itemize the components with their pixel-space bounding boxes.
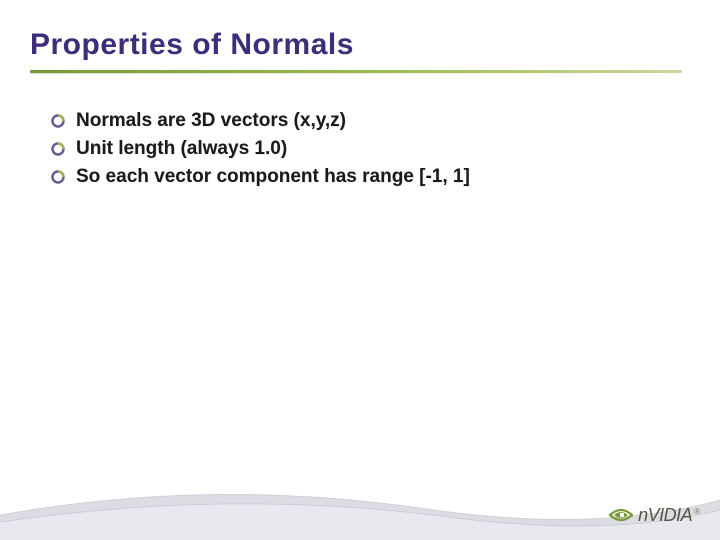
- bullet-item: Unit length (always 1.0): [50, 138, 670, 160]
- content-area: Normals are 3D vectors (x,y,z) Unit leng…: [0, 74, 720, 188]
- bullet-item: So each vector component has range [-1, …: [50, 166, 670, 188]
- bullet-text: Unit length (always 1.0): [76, 138, 287, 160]
- logo-text: nVIDIA: [638, 505, 692, 526]
- slide-title: Properties of Normals: [30, 28, 690, 62]
- bullet-text: So each vector component has range [-1, …: [76, 166, 470, 188]
- bullet-icon: [50, 113, 66, 129]
- nvidia-logo: nVIDIA ®: [608, 504, 700, 526]
- slide: Properties of Normals Normals are 3D vec…: [0, 0, 720, 540]
- bullet-icon: [50, 141, 66, 157]
- nvidia-eye-icon: [608, 504, 634, 526]
- bullet-text: Normals are 3D vectors (x,y,z): [76, 110, 346, 132]
- title-area: Properties of Normals: [0, 0, 720, 74]
- registered-mark: ®: [694, 507, 700, 516]
- bullet-icon: [50, 169, 66, 185]
- bullet-item: Normals are 3D vectors (x,y,z): [50, 110, 670, 132]
- decorative-wave: [0, 460, 720, 540]
